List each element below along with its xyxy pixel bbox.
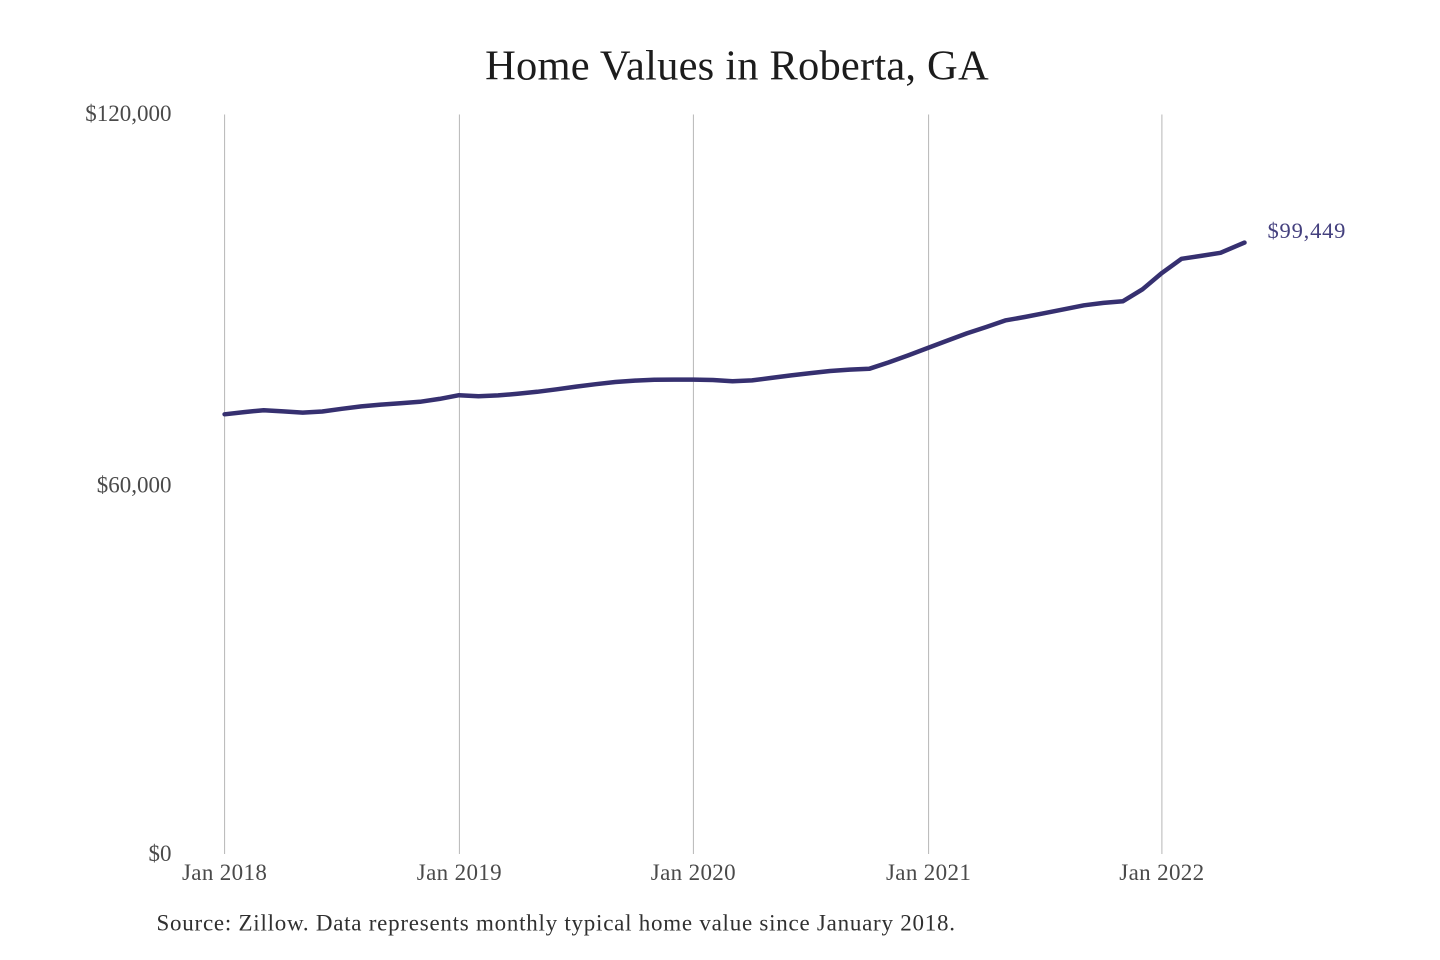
svg-text:$99,449: $99,449 — [1268, 218, 1347, 243]
svg-text:$60,000: $60,000 — [97, 473, 172, 498]
svg-text:Home Values in Roberta, GA: Home Values in Roberta, GA — [485, 43, 989, 90]
svg-text:$120,000: $120,000 — [85, 101, 171, 126]
svg-text:Source: Zillow. Data represent: Source: Zillow. Data represents monthly … — [157, 911, 956, 936]
svg-text:$0: $0 — [149, 841, 172, 866]
svg-text:Jan 2021: Jan 2021 — [886, 860, 971, 885]
svg-text:Jan 2020: Jan 2020 — [651, 860, 736, 885]
svg-text:Jan 2019: Jan 2019 — [417, 860, 502, 885]
svg-text:Jan 2022: Jan 2022 — [1119, 860, 1204, 885]
svg-text:Jan 2018: Jan 2018 — [182, 860, 267, 885]
